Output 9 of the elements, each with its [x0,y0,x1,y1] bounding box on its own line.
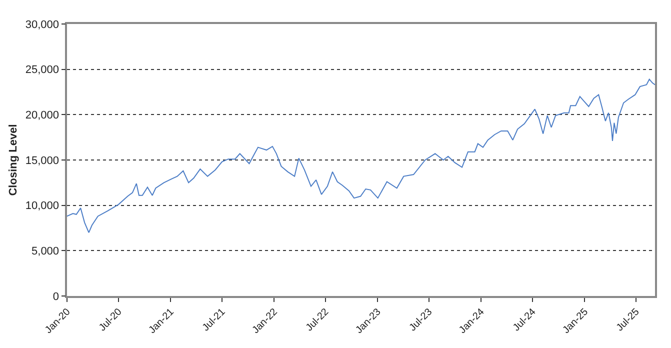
y-tick-label: 10,000 [25,200,60,212]
y-tick-label: 25,000 [25,64,60,76]
y-tick-label: 30,000 [25,18,60,31]
y-tick-label: 20,000 [25,110,60,122]
y-axis-title: Closing Level [8,124,20,196]
line-series [67,78,655,234]
y-tick-label: 0 [52,290,60,303]
y-tick-label: 15,000 [25,154,60,167]
y-tick-label: 5,000 [32,246,60,258]
